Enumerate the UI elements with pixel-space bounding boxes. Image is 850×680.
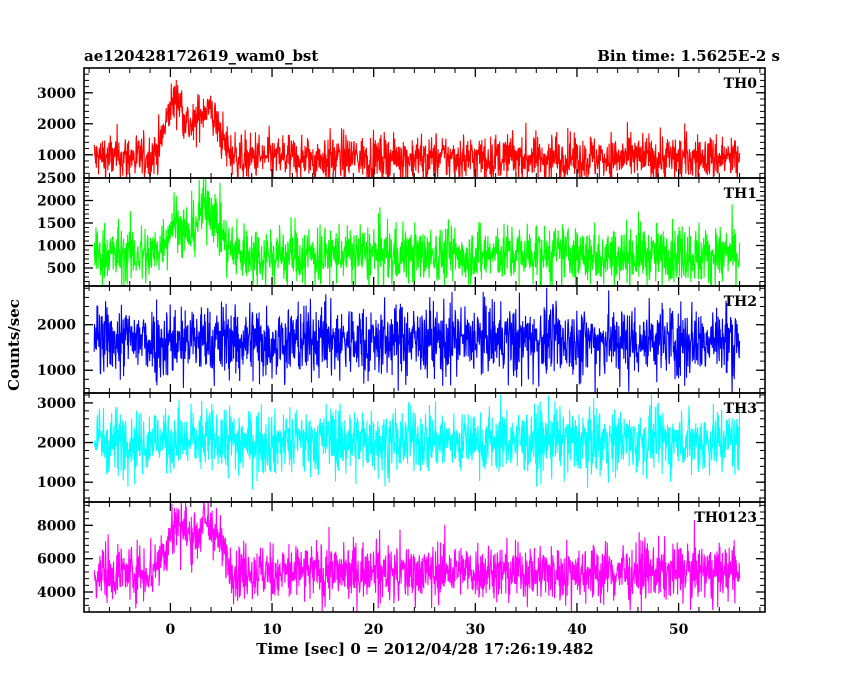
panel-label: TH0123 xyxy=(694,510,757,526)
x-tick-label: 40 xyxy=(567,622,587,638)
y-tick-label: 3000 xyxy=(37,396,76,412)
panel-th3: 1000 2000 3000 TH3 xyxy=(37,392,766,503)
y-tick-label: 1000 xyxy=(37,475,76,491)
y-tick-label: 1000 xyxy=(37,363,76,379)
y-tick-label: 1000 xyxy=(37,148,76,164)
series-line-th3 xyxy=(93,394,741,490)
y-tick-label: 500 xyxy=(47,261,76,277)
series-line-th0 xyxy=(93,79,741,178)
x-tick-label: 0 xyxy=(166,622,176,638)
y-tick-label: 2000 xyxy=(37,318,76,334)
panel-th0: 1000 2000 3000 TH0 xyxy=(37,67,766,179)
y-tick-label: 8000 xyxy=(37,518,76,534)
x-tick-label: 20 xyxy=(364,622,384,638)
y-tick-label: 3000 xyxy=(37,86,76,102)
panel-label: TH0 xyxy=(724,76,758,92)
series-line-th2 xyxy=(93,287,741,393)
x-tick-label: 10 xyxy=(262,622,282,638)
y-tick-label: 6000 xyxy=(37,552,76,568)
panel-th1: 500 1000 1500 2000 2500 TH1 xyxy=(37,171,766,287)
y-tick-label: 1500 xyxy=(37,216,76,232)
y-tick-label: 2500 xyxy=(37,171,76,187)
x-tick-label: 30 xyxy=(466,622,486,638)
panels-group: 100020003000TH05001000150020002500TH1100… xyxy=(37,67,766,638)
x-tick-label: 50 xyxy=(669,622,689,638)
y-tick-label: 2000 xyxy=(37,436,76,452)
y-tick-label: 2000 xyxy=(37,117,76,133)
x-axis-label: Time [sec] 0 = 2012/04/28 17:26:19.482 xyxy=(256,640,593,658)
panel-label: TH3 xyxy=(724,401,757,417)
y-tick-label: 1000 xyxy=(37,239,76,255)
panel-label: TH2 xyxy=(724,294,757,310)
chart-title-right: Bin time: 1.5625E-2 s xyxy=(597,47,780,65)
panel-th2: 1000 2000 TH2 xyxy=(37,285,766,394)
series-line-th1 xyxy=(93,178,741,286)
chart-title-left: ae120428172619_wam0_bst xyxy=(84,47,318,65)
series-line-th0123 xyxy=(93,502,741,612)
panel-frame xyxy=(83,501,766,613)
y-tick-label: 4000 xyxy=(37,585,76,601)
panel-th0123: 4000 6000 8000 TH0123 0 10 20 30 40 50 xyxy=(37,501,766,638)
y-tick-label: 2000 xyxy=(37,194,76,210)
y-axis-label: Counts/sec xyxy=(5,299,23,391)
panel-label: TH1 xyxy=(724,186,757,202)
